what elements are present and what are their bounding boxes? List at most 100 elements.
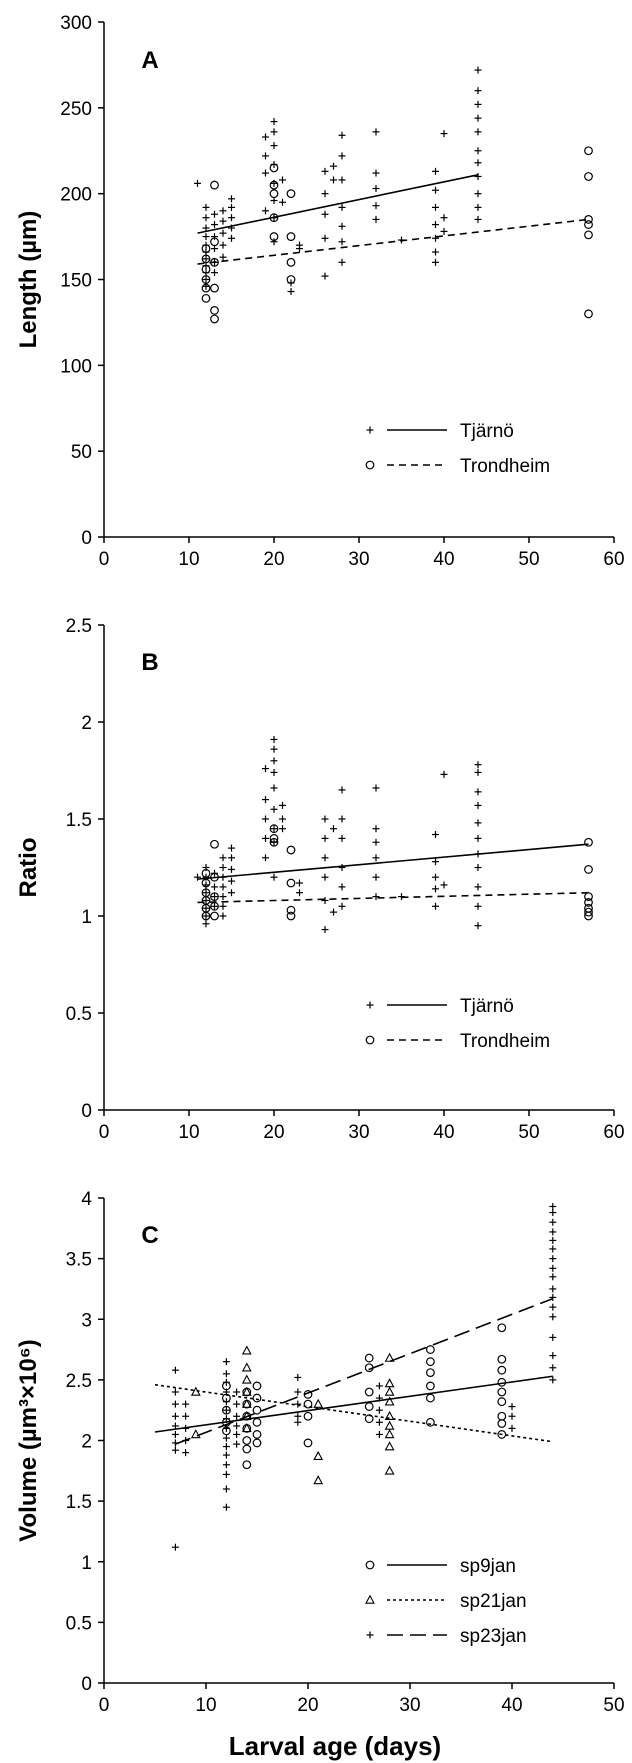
data-point [202, 920, 210, 928]
data-point [286, 878, 296, 888]
legend-entry: Tjärnö [366, 996, 514, 1017]
legend-label: Trondheim [460, 456, 550, 477]
data-point [303, 1438, 313, 1448]
data-point [171, 1388, 179, 1396]
data-point [372, 825, 380, 833]
legend-entry: sp23jan [366, 1626, 527, 1647]
data-point [497, 1411, 507, 1421]
data-point [366, 1631, 374, 1639]
data-point [210, 839, 219, 849]
data-point [384, 1465, 395, 1475]
data-point [171, 1366, 179, 1374]
data-point [321, 896, 329, 904]
data-point [279, 825, 286, 833]
data-point [338, 815, 346, 823]
data-point [330, 908, 337, 916]
data-point [474, 190, 482, 198]
data-point [549, 1245, 557, 1253]
data-point [474, 801, 482, 809]
data-point [365, 1560, 375, 1570]
data-point [210, 872, 219, 882]
data-point [372, 854, 380, 862]
y-tick-label: 0 [81, 1674, 92, 1695]
data-point [474, 147, 482, 155]
data-point [202, 904, 210, 912]
data-point [549, 1376, 557, 1384]
data-point [294, 1412, 302, 1420]
x-tick-label: 20 [297, 1695, 318, 1716]
data-point [497, 1397, 507, 1407]
data-point [270, 128, 278, 136]
data-point [549, 1333, 557, 1341]
data-point [549, 1218, 557, 1226]
data-point [228, 234, 235, 242]
data-point [211, 893, 218, 901]
trend-line [154, 1383, 553, 1443]
data-point [303, 1411, 313, 1421]
data-point [270, 238, 278, 246]
data-point [286, 911, 296, 921]
y-tick-label: 2.5 [66, 1371, 92, 1392]
y-tick-label: 1 [81, 907, 92, 928]
data-point [294, 1373, 302, 1381]
y-tick-label: 0.5 [66, 1004, 92, 1025]
data-point [262, 152, 269, 160]
data-point [474, 864, 482, 871]
series-sp9jan [154, 1323, 553, 1470]
data-point [384, 1441, 395, 1451]
x-tick-label: 30 [348, 549, 369, 570]
data-point [194, 179, 201, 187]
data-point [440, 214, 448, 222]
data-point [338, 883, 346, 891]
data-point [432, 873, 439, 881]
data-point [426, 1368, 435, 1377]
data-point [384, 1420, 395, 1430]
data-point [384, 1386, 395, 1396]
x-tick-label: 60 [603, 549, 624, 570]
data-point [584, 837, 593, 847]
data-point [584, 146, 593, 156]
data-point [270, 768, 278, 776]
x-tick-label: 50 [518, 1122, 539, 1143]
data-point [182, 1424, 190, 1432]
data-point [269, 180, 279, 190]
data-point [219, 912, 227, 920]
data-point [211, 269, 218, 277]
data-point [474, 768, 482, 776]
data-point [228, 844, 235, 852]
data-point [584, 172, 593, 181]
data-point [286, 189, 296, 199]
data-point [201, 283, 211, 293]
data-point [228, 865, 235, 873]
data-point [222, 1503, 230, 1511]
data-point [286, 232, 296, 241]
data-point [201, 911, 211, 921]
x-tick-label: 10 [178, 549, 199, 570]
legend-label: sp23jan [460, 1626, 527, 1647]
data-point [338, 834, 346, 842]
data-point [201, 244, 211, 254]
data-point [375, 1394, 383, 1402]
data-point [202, 214, 210, 222]
data-point [432, 234, 439, 242]
data-point [432, 221, 439, 229]
data-point [171, 1400, 179, 1408]
y-tick-label: 2 [81, 1432, 92, 1453]
data-point [549, 1264, 557, 1272]
data-point [364, 1353, 374, 1363]
data-point [296, 245, 303, 253]
data-point [497, 1354, 507, 1364]
data-point [584, 309, 593, 319]
data-point [474, 902, 482, 910]
legend-entry: Tjärnö [366, 421, 514, 442]
data-point [366, 1001, 374, 1009]
data-point [296, 879, 303, 887]
data-point [372, 169, 380, 177]
data-point [508, 1424, 516, 1432]
x-tick-label: 40 [433, 1122, 454, 1143]
data-point [366, 426, 374, 434]
data-point [321, 926, 329, 934]
data-point [432, 902, 439, 910]
data-point [549, 1255, 557, 1263]
data-point [228, 889, 235, 897]
